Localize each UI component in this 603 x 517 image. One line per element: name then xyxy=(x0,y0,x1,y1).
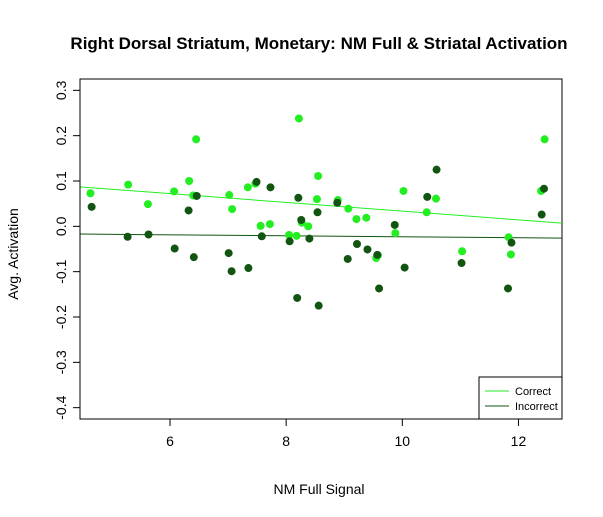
point-correct xyxy=(506,250,515,259)
point-correct xyxy=(170,187,179,196)
y-tick-label: 0.1 xyxy=(53,171,69,191)
point-incorrect xyxy=(224,249,233,258)
point-incorrect xyxy=(423,192,432,201)
point-incorrect xyxy=(87,202,96,211)
point-incorrect xyxy=(390,220,399,229)
legend: Correct Incorrect xyxy=(478,376,563,420)
point-incorrect xyxy=(227,267,236,276)
x-tick-label: 8 xyxy=(282,433,290,449)
point-correct xyxy=(344,204,353,213)
point-correct xyxy=(352,215,361,224)
x-tick-label: 12 xyxy=(511,433,527,449)
point-incorrect xyxy=(537,210,546,219)
point-correct xyxy=(292,231,301,240)
legend-label-incorrect: Incorrect xyxy=(515,401,558,413)
point-incorrect xyxy=(192,191,201,200)
data-points xyxy=(86,114,549,310)
point-incorrect xyxy=(294,193,303,202)
point-correct xyxy=(422,208,431,217)
point-correct xyxy=(228,205,237,214)
plot-frame xyxy=(79,78,563,420)
point-incorrect xyxy=(314,301,323,310)
chart-title: Right Dorsal Striatum, Monetary: NM Full… xyxy=(70,34,567,53)
point-incorrect xyxy=(252,177,261,186)
point-incorrect xyxy=(123,232,132,241)
point-incorrect xyxy=(432,165,441,174)
point-incorrect xyxy=(503,284,512,293)
point-correct xyxy=(304,222,313,231)
point-incorrect xyxy=(507,238,516,247)
point-incorrect xyxy=(244,264,253,273)
point-correct xyxy=(391,229,400,238)
fit-line-incorrect xyxy=(79,233,563,239)
y-tick-label: 0.0 xyxy=(53,216,69,236)
point-correct xyxy=(192,135,201,144)
x-axis-label: NM Full Signal xyxy=(273,481,364,497)
point-correct xyxy=(265,220,274,229)
point-correct xyxy=(225,191,234,200)
x-axis: 6 8 10 12 xyxy=(166,418,527,449)
point-correct xyxy=(185,177,194,185)
point-incorrect xyxy=(343,254,352,263)
point-correct xyxy=(458,247,467,256)
point-correct xyxy=(256,221,265,230)
legend-label-correct: Correct xyxy=(515,386,551,398)
fit-lines xyxy=(79,186,563,239)
point-incorrect xyxy=(305,234,314,243)
legend-box xyxy=(478,376,563,420)
point-incorrect xyxy=(170,244,179,253)
point-correct xyxy=(431,194,440,203)
point-incorrect xyxy=(457,259,466,268)
point-correct xyxy=(86,189,95,198)
point-incorrect xyxy=(266,183,275,192)
point-correct xyxy=(143,200,152,209)
point-correct xyxy=(124,180,133,189)
point-correct xyxy=(540,135,549,144)
point-incorrect xyxy=(189,253,198,262)
plot-area xyxy=(79,78,563,420)
y-tick-label: -0.3 xyxy=(53,350,69,374)
y-tick-label: -0.1 xyxy=(53,259,69,283)
point-correct xyxy=(399,186,408,195)
point-correct xyxy=(312,195,321,204)
y-axis-label: Avg. Activation xyxy=(5,208,21,300)
point-incorrect xyxy=(400,263,409,272)
x-tick-label: 10 xyxy=(395,433,411,449)
point-incorrect xyxy=(313,208,322,217)
point-incorrect xyxy=(353,240,362,249)
y-tick-label: -0.4 xyxy=(53,395,69,419)
point-incorrect xyxy=(293,293,302,302)
point-incorrect xyxy=(363,245,372,254)
y-tick-label: 0.2 xyxy=(53,126,69,146)
point-correct xyxy=(362,213,371,222)
point-incorrect xyxy=(373,250,382,259)
y-tick-label: 0.3 xyxy=(53,80,69,100)
point-incorrect xyxy=(184,206,193,215)
point-correct xyxy=(314,172,323,181)
y-tick-label: -0.2 xyxy=(53,305,69,329)
fit-line-correct xyxy=(79,186,563,224)
point-incorrect xyxy=(333,198,342,207)
point-correct xyxy=(294,114,303,123)
y-axis: -0.4 -0.3 -0.2 -0.1 0.0 0.1 0.2 0.3 xyxy=(53,80,81,420)
point-incorrect xyxy=(285,237,294,246)
point-correct xyxy=(243,183,252,192)
point-incorrect xyxy=(297,215,306,224)
point-incorrect xyxy=(257,232,266,241)
point-incorrect xyxy=(539,184,548,193)
point-incorrect xyxy=(375,284,384,293)
point-correct xyxy=(285,230,294,239)
x-tick-label: 6 xyxy=(166,433,174,449)
point-incorrect xyxy=(144,230,153,239)
